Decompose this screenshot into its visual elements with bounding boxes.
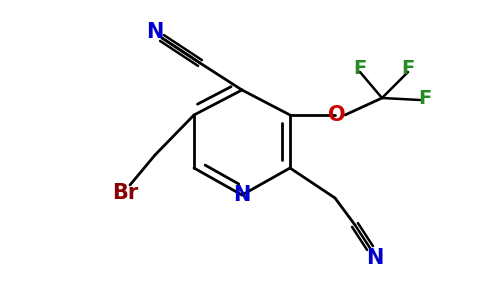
Text: O: O (328, 105, 346, 125)
Text: N: N (366, 248, 384, 268)
Text: F: F (418, 88, 432, 107)
Text: F: F (401, 58, 415, 77)
Text: F: F (353, 58, 366, 77)
Text: N: N (146, 22, 164, 42)
Text: Br: Br (112, 183, 138, 203)
Text: N: N (233, 185, 251, 205)
